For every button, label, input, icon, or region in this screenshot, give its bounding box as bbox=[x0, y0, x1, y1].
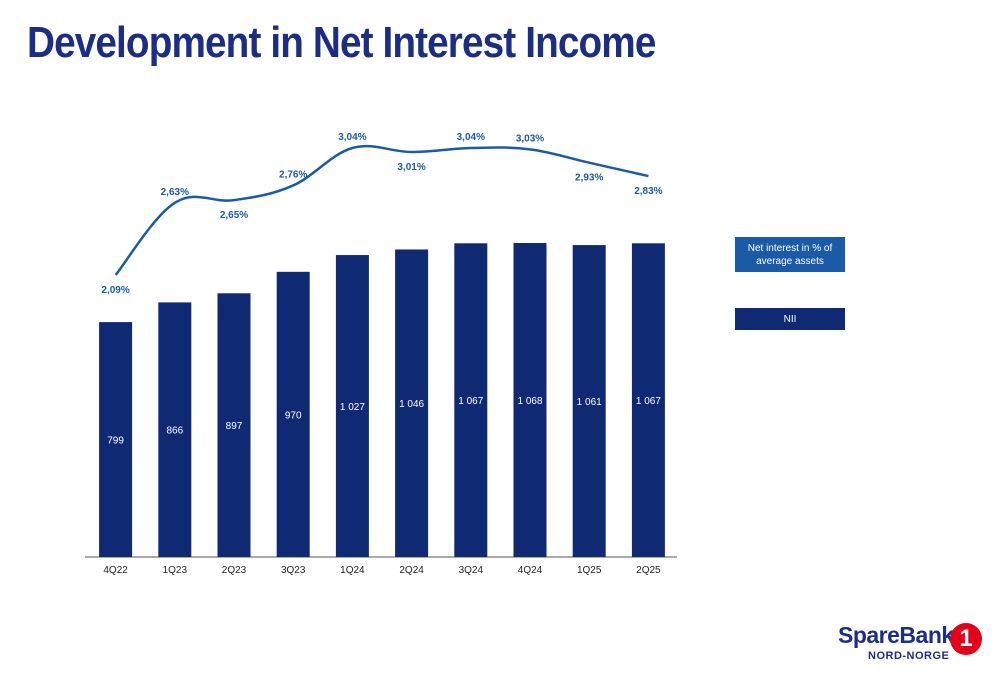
logo-wordmark: SpareBank bbox=[838, 622, 954, 648]
bar-nii bbox=[335, 255, 369, 557]
x-tick-label: 3Q24 bbox=[459, 565, 484, 576]
bar-value-label: 1 061 bbox=[577, 397, 602, 408]
bar-value-label: 1 067 bbox=[636, 396, 661, 407]
page-title: Development in Net Interest Income bbox=[27, 18, 656, 67]
x-tick-label: 2Q24 bbox=[399, 565, 424, 576]
legend-line-series: Net interest in % of average assets bbox=[735, 237, 845, 272]
logo-subtitle: NORD-NORGE bbox=[868, 650, 950, 662]
bar-nii bbox=[454, 243, 488, 557]
line-point-label: 3,04% bbox=[457, 132, 485, 143]
x-tick-label: 1Q23 bbox=[163, 565, 188, 576]
line-point-label: 2,65% bbox=[220, 210, 248, 221]
bar-value-label: 1 068 bbox=[517, 396, 542, 407]
line-point-label: 2,93% bbox=[575, 173, 603, 184]
line-point-label: 2,09% bbox=[101, 285, 129, 296]
x-tick-label: 4Q24 bbox=[518, 565, 543, 576]
bar-nii bbox=[395, 249, 429, 557]
legend-line-label: Net interest in % of average assets bbox=[747, 242, 833, 267]
x-tick-label: 1Q25 bbox=[577, 565, 602, 576]
bar-nii bbox=[572, 245, 606, 558]
bar-nii bbox=[631, 243, 665, 557]
bar-nii bbox=[513, 243, 547, 557]
line-point-label: 2,63% bbox=[161, 187, 189, 198]
x-tick-label: 1Q24 bbox=[340, 565, 365, 576]
bar-value-label: 897 bbox=[226, 421, 243, 432]
line-series-net-interest bbox=[114, 144, 649, 276]
line-point-label: 3,04% bbox=[338, 132, 366, 143]
bar-value-label: 1 027 bbox=[340, 402, 365, 413]
bar-nii bbox=[158, 302, 192, 557]
x-tick-label: 2Q23 bbox=[222, 565, 247, 576]
bar-value-label: 1 046 bbox=[399, 399, 424, 410]
x-tick-label: 3Q23 bbox=[281, 565, 306, 576]
legend-bar-series: NII bbox=[735, 308, 845, 330]
bar-value-label: 799 bbox=[107, 436, 124, 447]
legend-bar-label: NII bbox=[783, 313, 797, 325]
bar-value-label: 1 067 bbox=[458, 396, 483, 407]
line-point-label: 3,01% bbox=[397, 162, 425, 173]
bar-nii bbox=[99, 322, 133, 557]
bar-value-label: 866 bbox=[166, 426, 183, 437]
sparebank-logo: SpareBank 1 NORD-NORGE bbox=[838, 620, 988, 670]
line-point-label: 2,83% bbox=[634, 186, 662, 197]
logo-badge-icon: 1 bbox=[950, 623, 982, 655]
line-point-label: 3,03% bbox=[516, 133, 544, 144]
bar-nii bbox=[276, 271, 310, 557]
bar-value-label: 970 bbox=[285, 410, 302, 421]
x-tick-label: 4Q22 bbox=[103, 565, 128, 576]
bar-nii bbox=[217, 293, 251, 557]
x-tick-label: 2Q25 bbox=[636, 565, 661, 576]
line-point-label: 2,76% bbox=[279, 169, 307, 180]
